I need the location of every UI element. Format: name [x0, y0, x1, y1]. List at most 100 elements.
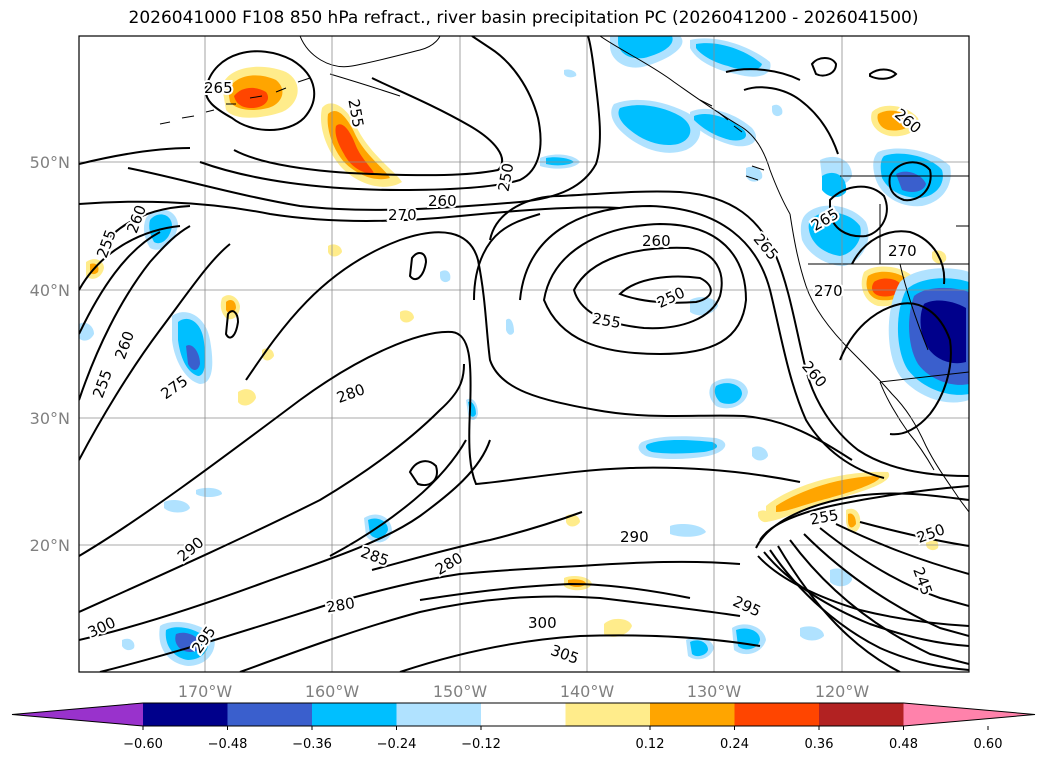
precip-positive-area — [238, 389, 256, 406]
lon-label: 170°W — [178, 682, 233, 701]
colorbar-tick-label: −0.36 — [292, 737, 332, 752]
precip-negative-area — [696, 43, 762, 71]
colorbar: −0.60 −0.48 −0.36 −0.24 −0.12 0.12 0.24 0.36 0.4… — [11, 702, 1036, 752]
precip-negative-area — [645, 440, 718, 454]
contour-label: 270 — [814, 282, 843, 300]
precip-negative-area — [808, 212, 861, 256]
colorbar-swatch — [143, 703, 228, 726]
contour-line — [371, 511, 583, 571]
precip-positive-area — [872, 278, 902, 297]
contour-line — [803, 533, 969, 637]
contour-line — [239, 595, 741, 672]
contour-line — [851, 230, 946, 285]
bc-islands — [699, 99, 765, 181]
contour-label: 250 — [495, 162, 518, 193]
precip-negative-area — [506, 318, 514, 335]
mexico-border — [879, 371, 969, 383]
contour-line — [810, 57, 838, 77]
contour-line — [572, 246, 723, 330]
contour-line — [408, 460, 438, 486]
contour-line — [542, 222, 748, 356]
contour-line — [79, 225, 181, 291]
contour-line — [763, 551, 969, 647]
map-content: 265 255 250 260 270 260 255 260 260 275 … — [79, 36, 969, 672]
contour-line — [79, 243, 231, 461]
alaska-panhandle-coastline — [599, 36, 791, 215]
alaska-coastline — [329, 73, 401, 97]
precip-negative-area — [122, 638, 135, 651]
contour-label: 270 — [388, 206, 417, 224]
contour-line — [859, 521, 969, 547]
colorbar-tick-label: −0.24 — [377, 737, 417, 752]
contour-label: 300 — [528, 614, 557, 632]
contour-line — [755, 492, 969, 549]
precip-positive-area — [335, 124, 374, 174]
contour-line — [79, 225, 191, 401]
precip-negative-area — [920, 300, 966, 364]
contour-line — [99, 560, 741, 672]
precip-positive-area — [877, 110, 911, 131]
colorbar-swatch — [481, 703, 566, 726]
contour-line — [519, 204, 885, 479]
lon-label: 120°W — [815, 682, 870, 701]
contour-line — [329, 439, 467, 557]
contour-line — [888, 161, 932, 202]
colorbar-swatch — [312, 703, 397, 726]
contour-line — [399, 634, 761, 672]
precip-positive-area — [400, 310, 414, 323]
precip-negative-area — [746, 166, 763, 182]
contour-line — [224, 310, 240, 339]
colorbar-swatch — [650, 703, 735, 726]
precip-negative-area — [618, 105, 691, 146]
precip-negative-area — [196, 487, 222, 497]
precip-negative-area — [690, 640, 708, 657]
colorbar-extend-min — [12, 703, 143, 726]
map-title: 2026041000 F108 850 hPa refract., river … — [128, 8, 919, 28]
map-frame — [78, 35, 970, 673]
contour-line — [127, 36, 601, 211]
precip-negative-area — [618, 36, 673, 59]
state-border — [956, 225, 969, 264]
contour-label: 260 — [642, 232, 671, 250]
lon-label: 150°W — [433, 682, 488, 701]
lon-label: 130°W — [687, 682, 742, 701]
contour-line — [233, 77, 504, 177]
precip-positive-area — [328, 244, 342, 257]
contour-line — [79, 363, 465, 613]
contour-line — [79, 439, 491, 641]
contour-line — [79, 231, 161, 335]
precip-negative-area — [714, 383, 742, 404]
contour-line — [79, 147, 191, 165]
precip-positive-area — [758, 510, 771, 523]
colorbar-tick-label: 0.36 — [805, 737, 834, 752]
lat-label: 50°N — [30, 153, 70, 172]
colorbar-swatch — [565, 703, 651, 726]
contour-line — [725, 68, 801, 81]
us-west-coastline — [789, 213, 969, 513]
aleutian-islands — [159, 77, 311, 125]
colorbar-tick-label: 0.60 — [974, 737, 1003, 752]
precip-negative-area — [896, 171, 926, 192]
contour-line — [473, 213, 541, 301]
colorbar-tick-label: −0.60 — [123, 737, 163, 752]
contour-line — [819, 527, 969, 607]
alaska-coastline — [299, 36, 441, 68]
colorbar-tick-label: −0.48 — [208, 737, 248, 752]
precip-positive-area — [848, 513, 856, 528]
longitude-labels: 170°W 160°W 150°W 140°W 130°W 120°W — [178, 682, 870, 701]
colorbar-swatch — [734, 703, 820, 726]
lon-label: 160°W — [305, 682, 360, 701]
precip-negative-area — [440, 270, 451, 283]
contour-line — [79, 200, 621, 222]
precip-positive-area — [226, 300, 236, 313]
precip-positive-area — [604, 618, 632, 637]
contour-label: 260 — [642, 232, 671, 250]
precip-negative-area — [800, 626, 824, 641]
contour-line — [199, 36, 542, 192]
precip-negative-area — [164, 500, 190, 513]
graticule — [79, 36, 969, 672]
colorbar-swatch — [819, 703, 904, 726]
precip-positive-area — [926, 538, 939, 551]
contour-label: 255 — [344, 98, 367, 129]
